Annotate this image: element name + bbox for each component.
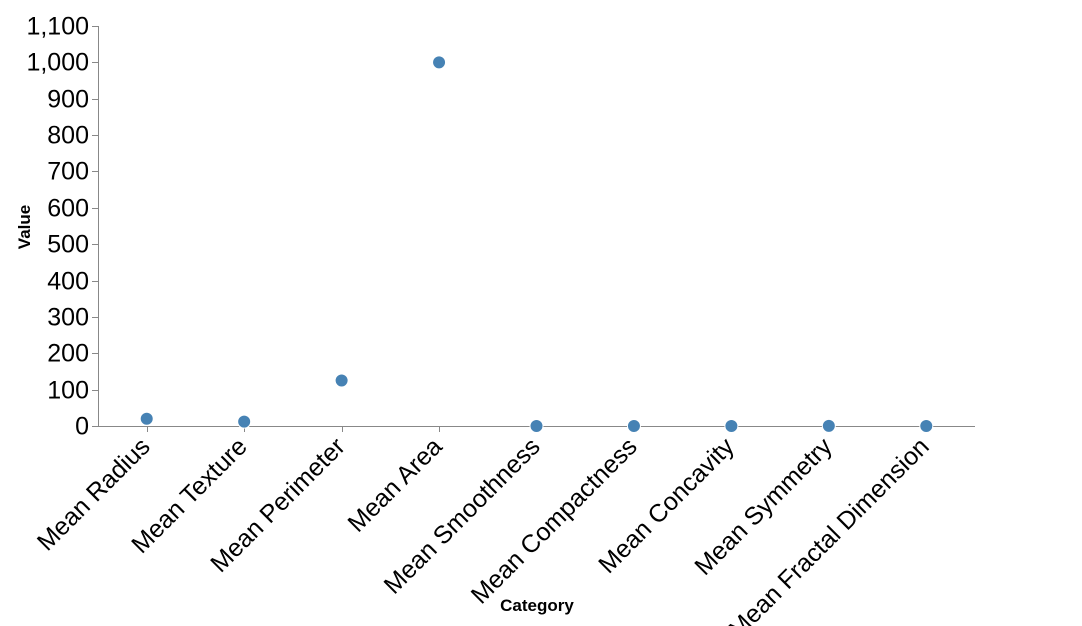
y-tick-label: 900 — [47, 86, 89, 114]
data-point[interactable] — [432, 55, 447, 70]
y-axis: 0 100 200 300 400 500 600 700 800 900 1,000 1,100 — [26, 13, 99, 441]
y-tick-label: 600 — [47, 195, 89, 223]
data-point[interactable] — [724, 418, 739, 433]
y-tick-label: 0 — [75, 413, 89, 441]
y-tick-label: 700 — [47, 158, 89, 186]
data-point[interactable] — [237, 414, 252, 429]
data-point[interactable] — [529, 418, 544, 433]
data-point[interactable] — [821, 418, 836, 433]
x-tick-label: Mean Area — [342, 432, 447, 537]
data-point[interactable] — [919, 418, 934, 433]
data-point[interactable] — [626, 418, 641, 433]
data-point[interactable] — [334, 373, 349, 388]
y-tick-label: 800 — [47, 122, 89, 150]
data-points — [139, 55, 934, 433]
y-tick-label: 1,100 — [26, 13, 89, 41]
y-tick-label: 400 — [47, 268, 89, 296]
y-tick-label: 100 — [47, 377, 89, 405]
x-axis-title: Category — [500, 596, 574, 615]
y-tick-label: 500 — [47, 231, 89, 259]
y-axis-title: Value — [15, 205, 34, 249]
y-tick-label: 200 — [47, 340, 89, 368]
data-point[interactable] — [139, 411, 154, 426]
y-tick-label: 300 — [47, 304, 89, 332]
y-tick-label: 1,000 — [26, 49, 89, 77]
x-tick-label: Mean Compactness — [466, 432, 643, 609]
